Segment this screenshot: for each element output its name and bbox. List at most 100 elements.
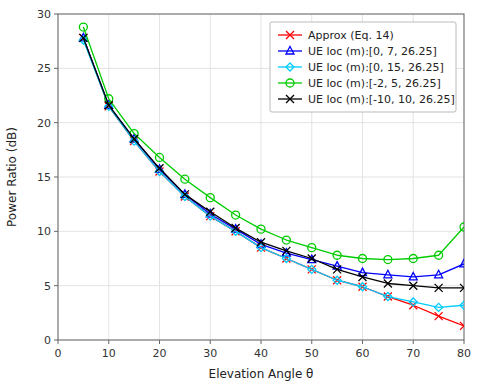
x-tick-label: 50 [305, 347, 319, 360]
point-marker [257, 238, 265, 246]
legend-box [270, 22, 456, 112]
x-tick-label: 70 [406, 347, 420, 360]
point-marker [308, 244, 316, 252]
point-marker [460, 259, 464, 267]
y-tick-label: 10 [37, 225, 51, 238]
y-tick [54, 340, 58, 341]
chart: 0 10 20 30 40 50 60 70 80 0 5 10 15 20 25 30 Elevation A… [0, 0, 478, 388]
point-marker [333, 276, 341, 284]
point-marker [359, 283, 367, 291]
point-marker [435, 303, 443, 311]
point-marker [333, 251, 341, 259]
point-marker [79, 23, 87, 31]
legend-label: UE loc (m):[-2, 5, 26.25] [308, 77, 441, 90]
legend-line [278, 82, 302, 83]
legend-line [278, 50, 302, 51]
point-marker [460, 223, 464, 231]
plot-frame [58, 14, 464, 340]
point-marker [384, 279, 392, 287]
legend-marker [286, 79, 294, 87]
point-marker [460, 322, 464, 330]
point-marker [435, 270, 443, 278]
point-marker [206, 208, 214, 216]
x-tick-label: 80 [457, 347, 471, 360]
point-marker [206, 194, 214, 202]
y-tick-label: 30 [37, 8, 51, 21]
point-marker [384, 256, 392, 264]
x-tick [159, 340, 160, 344]
point-marker [105, 101, 113, 109]
x-tick-label: 30 [203, 347, 217, 360]
legend-marker [286, 63, 294, 71]
y-tick [54, 14, 58, 15]
point-marker [282, 236, 290, 244]
y-tick [54, 285, 58, 286]
y-tick [54, 231, 58, 232]
legend-label: UE loc (m):[0, 7, 26.25] [308, 45, 437, 58]
legend-label: UE loc (m):[0, 15, 26.25] [308, 61, 444, 74]
point-marker [435, 251, 443, 259]
axes: 0 10 20 30 40 50 60 70 80 0 5 10 15 20 25 30 [37, 8, 471, 360]
point-marker [435, 284, 443, 292]
legend-marker [286, 95, 294, 103]
point-marker [282, 255, 290, 263]
point-marker [359, 273, 367, 281]
legend-line [278, 66, 302, 67]
y-tick [54, 122, 58, 123]
point-marker [460, 301, 464, 309]
x-tick [413, 340, 414, 344]
point-marker [79, 34, 87, 42]
x-tick [464, 340, 465, 344]
x-tick-label: 60 [356, 347, 370, 360]
y-axis-label: Power Ratio (dB) [5, 127, 19, 227]
y-tick [54, 68, 58, 69]
y-grid-line [58, 231, 464, 232]
point-marker [460, 284, 464, 292]
legend-label: Approx (Eq. 14) [308, 29, 394, 42]
x-tick [261, 340, 262, 344]
point-marker [435, 312, 443, 320]
x-tick [108, 340, 109, 344]
y-tick-label: 20 [37, 117, 51, 130]
point-marker [308, 255, 316, 263]
x-tick [362, 340, 363, 344]
y-tick-label: 15 [37, 171, 51, 184]
y-grid-line [58, 122, 464, 123]
legend: Approx (Eq. 14) UE loc (m):[0, 7, 26.25] U… [270, 22, 456, 112]
legend-marker [286, 47, 294, 55]
point-marker [257, 225, 265, 233]
legend-label: UE loc (m):[-10, 10, 26.25] [308, 93, 455, 106]
x-tick-label: 40 [254, 347, 268, 360]
point-marker [384, 293, 392, 301]
point-marker [181, 190, 189, 198]
point-marker [409, 272, 417, 280]
point-marker [409, 255, 417, 263]
x-tick [311, 340, 312, 344]
y-tick [54, 177, 58, 178]
point-marker [282, 247, 290, 255]
point-marker [308, 255, 316, 263]
point-marker [130, 135, 138, 143]
x-axis-label: Elevation Angle θ [209, 367, 314, 381]
point-marker [359, 255, 367, 263]
x-tick-label: 20 [153, 347, 167, 360]
point-marker [308, 265, 316, 273]
point-marker [232, 224, 240, 232]
x-tick [210, 340, 211, 344]
grid [58, 14, 464, 340]
legend-marker [286, 31, 294, 39]
x-tick-label: 0 [55, 347, 62, 360]
y-tick-label: 0 [44, 334, 51, 347]
point-marker [156, 153, 164, 161]
y-tick-label: 5 [44, 280, 51, 293]
point-marker [156, 164, 164, 172]
point-marker [384, 270, 392, 278]
point-marker [409, 282, 417, 290]
point-marker [181, 175, 189, 183]
point-marker [232, 211, 240, 219]
point-marker [333, 265, 341, 273]
x-tick-label: 10 [102, 347, 116, 360]
y-grid-line [58, 177, 464, 178]
point-marker [409, 298, 417, 306]
y-tick-label: 25 [37, 62, 51, 75]
